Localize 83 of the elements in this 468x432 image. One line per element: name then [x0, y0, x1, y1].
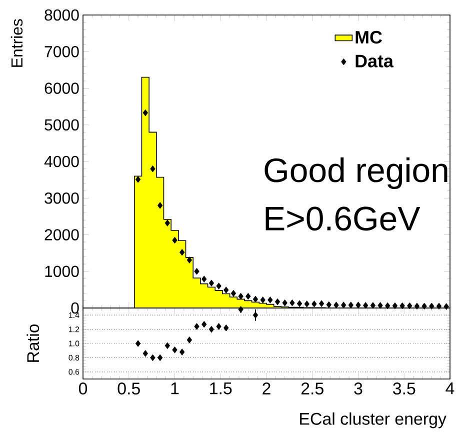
x-tick-label: 0.5 [118, 382, 140, 395]
point [422, 302, 427, 310]
point [252, 312, 258, 318]
y-tick-label: 0 [71, 302, 79, 314]
x-tick-label: 4 [446, 382, 454, 394]
point [414, 302, 420, 310]
point [356, 302, 361, 308]
point [378, 302, 383, 309]
point [312, 300, 317, 308]
point [208, 280, 214, 286]
y-tick-label: 7000 [44, 46, 79, 58]
y-tick-label: 5000 [44, 119, 79, 131]
y-tick-label: 3000 [44, 192, 79, 204]
point [157, 202, 163, 209]
x-axis-title: ECal cluster energy [300, 412, 446, 428]
x-tick-label: 3 [354, 382, 362, 395]
point [268, 296, 273, 304]
y-tick-label: 8000 [44, 9, 79, 21]
point [252, 296, 258, 303]
point [180, 248, 185, 256]
y-tick-label: 2000 [44, 229, 79, 240]
legend-label: Data [356, 54, 394, 68]
point [230, 290, 236, 297]
point [385, 302, 390, 310]
point [164, 342, 170, 350]
point [180, 348, 185, 356]
point [340, 302, 346, 308]
x-tick-label: 1.5 [210, 382, 232, 394]
y-tick-label: 4000 [44, 156, 79, 168]
point [429, 302, 434, 310]
y-tick-label: 1000 [45, 266, 79, 278]
point [407, 302, 412, 310]
point [444, 303, 449, 310]
point [238, 292, 244, 300]
point [334, 302, 339, 308]
x-tick-label: 3.5 [392, 382, 416, 395]
point [172, 236, 178, 244]
point [318, 300, 324, 307]
x-tick-label: 1 [171, 382, 179, 394]
point [194, 268, 200, 275]
point [260, 296, 266, 304]
point [436, 302, 442, 310]
point [142, 350, 148, 357]
point [157, 354, 163, 362]
point [135, 176, 141, 183]
point [400, 302, 405, 310]
point [208, 326, 214, 333]
point [238, 306, 244, 313]
point [290, 299, 295, 306]
point [282, 299, 288, 306]
point [216, 323, 222, 330]
point [202, 320, 207, 328]
point [150, 354, 156, 362]
annotation: E>0.6GeV [266, 206, 420, 231]
annotation: Good region [264, 157, 448, 190]
point [164, 220, 170, 226]
point [326, 301, 332, 308]
point [224, 324, 229, 332]
point [363, 302, 368, 309]
point [172, 346, 178, 354]
y-axis-title: Ratio [26, 324, 40, 362]
point [348, 302, 354, 308]
x-tick-label: 0 [78, 382, 88, 395]
x-tick-label: 2.5 [301, 382, 324, 395]
y-tick-label: 6000 [44, 82, 79, 94]
point [392, 302, 398, 310]
x-tick-label: 2 [262, 382, 270, 394]
point [186, 256, 192, 264]
point [370, 302, 376, 309]
point [304, 300, 310, 308]
legend-label: MC [356, 30, 382, 44]
point [135, 340, 141, 347]
point [202, 276, 207, 282]
point [194, 323, 200, 330]
point [142, 109, 148, 116]
point [224, 286, 229, 294]
point [274, 298, 280, 306]
point [296, 300, 302, 307]
point [150, 165, 156, 172]
point [186, 336, 192, 344]
point [246, 292, 251, 300]
y-axis-title: Entries [10, 19, 23, 67]
point [216, 282, 222, 290]
